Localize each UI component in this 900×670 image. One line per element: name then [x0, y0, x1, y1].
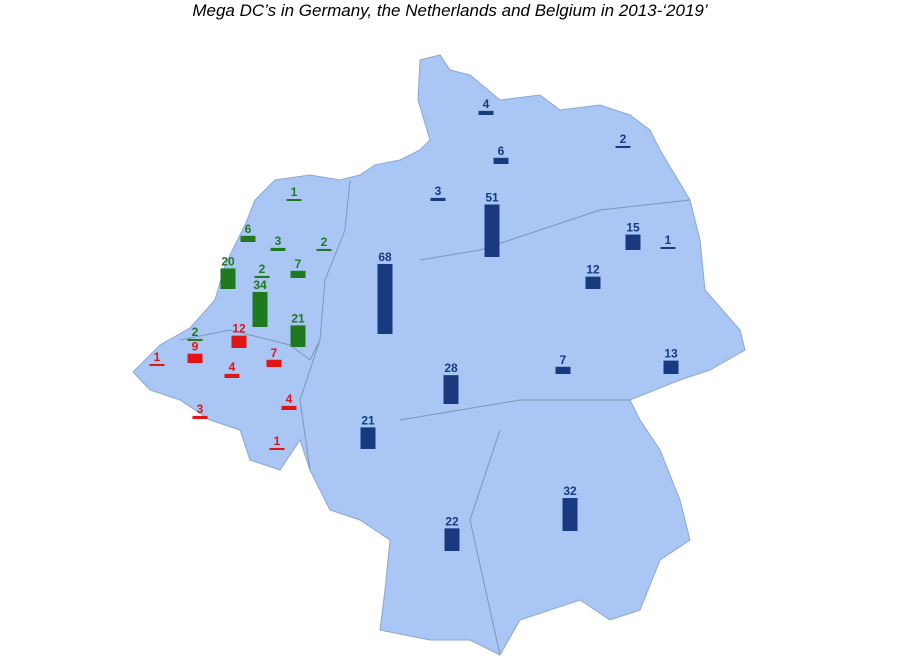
bar-label: 1 [665, 233, 672, 247]
bar-label: 51 [485, 190, 499, 204]
bar-label: 2 [192, 325, 199, 339]
bar-label: 2 [321, 235, 328, 249]
borders [179, 179, 691, 656]
bar-label: 4 [286, 392, 293, 406]
bar [224, 373, 240, 378]
bar-label: 34 [253, 278, 267, 292]
bar-label: 7 [560, 353, 567, 367]
bar [286, 199, 302, 201]
land [132, 54, 746, 656]
bar [443, 375, 459, 404]
bar-label: 28 [444, 361, 458, 375]
bar-label: 6 [245, 222, 252, 236]
bar-label: 12 [586, 263, 600, 277]
bar-label: 20 [221, 254, 235, 268]
bar [187, 353, 203, 363]
bar-label: 21 [361, 413, 375, 427]
bar-label: 21 [291, 311, 305, 325]
bar [377, 263, 393, 334]
bar [192, 415, 208, 419]
bar-label: 68 [378, 250, 392, 264]
bar [555, 366, 571, 374]
bar [270, 247, 286, 251]
bar [220, 268, 236, 289]
bar-label: 12 [232, 322, 246, 336]
bar-label: 2 [259, 262, 266, 276]
bar [585, 276, 601, 289]
bar-label: 7 [295, 257, 302, 271]
bar-label: 3 [275, 234, 282, 248]
bar-label: 32 [563, 484, 577, 498]
bar-label: 13 [664, 347, 678, 361]
bar [254, 275, 270, 278]
bar-label: 3 [197, 402, 204, 416]
bar [252, 291, 268, 327]
bar [478, 110, 494, 115]
bar [360, 427, 376, 449]
bar [149, 364, 165, 366]
bar [269, 448, 285, 450]
bar-label: 9 [192, 340, 199, 354]
bar [231, 335, 247, 348]
bar-label: 1 [154, 350, 161, 364]
bar [493, 157, 509, 164]
bar-label: 6 [498, 144, 505, 158]
bar [562, 498, 578, 531]
bar [660, 247, 676, 249]
bar-label: 22 [445, 514, 459, 528]
bar [625, 234, 641, 250]
bar [187, 338, 203, 341]
bar [663, 360, 679, 374]
bar [316, 248, 332, 251]
title: Mega DC’s in Germany, the Netherlands an… [192, 1, 708, 20]
bar-label: 3 [435, 184, 442, 198]
bar [240, 235, 256, 242]
bar-label: 1 [274, 434, 281, 448]
bar-label: 4 [483, 97, 490, 111]
bar-label: 4 [229, 360, 236, 374]
bar-label: 1 [291, 185, 298, 199]
bar [290, 270, 306, 278]
bar [484, 204, 500, 257]
bar [266, 359, 282, 367]
bar [615, 145, 631, 148]
bar [290, 325, 306, 347]
bar [444, 528, 460, 551]
bar-label: 7 [271, 346, 278, 360]
bar-label: 15 [626, 221, 640, 235]
bar [430, 197, 446, 201]
bar [281, 405, 297, 410]
bar-label: 2 [620, 132, 627, 146]
